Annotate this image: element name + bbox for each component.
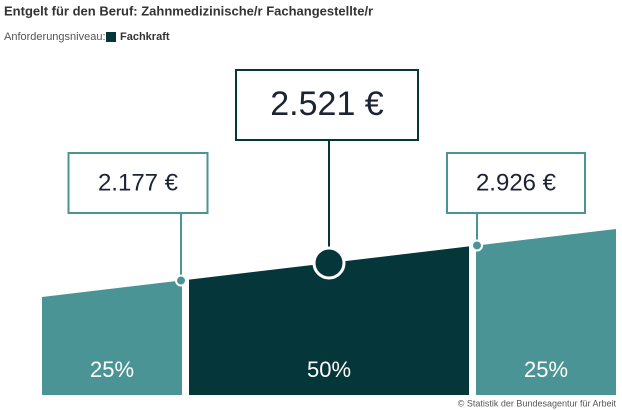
value-box	[235, 69, 419, 141]
share-label: 50%	[307, 357, 351, 382]
value-label: 2.926 €	[476, 169, 557, 196]
value-marker	[175, 274, 187, 287]
share-label: 25%	[524, 357, 568, 382]
chart-title: Entgelt für den Beruf: Zahnmedizinische/…	[4, 3, 373, 18]
legend-swatch	[106, 32, 116, 42]
value-box	[67, 152, 209, 214]
value-box	[446, 152, 586, 214]
share-segment	[42, 280, 182, 395]
level-label: Anforderungsniveau:	[4, 31, 106, 43]
value-marker	[312, 246, 346, 280]
legend-label: Fachkraft	[120, 31, 170, 43]
value-marker	[471, 239, 483, 252]
share-segment	[476, 229, 616, 395]
value-label: 2.177 €	[98, 169, 179, 196]
share-label: 25%	[90, 357, 134, 382]
value-label: 2.521 €	[270, 85, 384, 123]
source: © Statistik der Bundesagentur für Arbeit	[458, 398, 617, 408]
share-segment	[189, 246, 469, 395]
